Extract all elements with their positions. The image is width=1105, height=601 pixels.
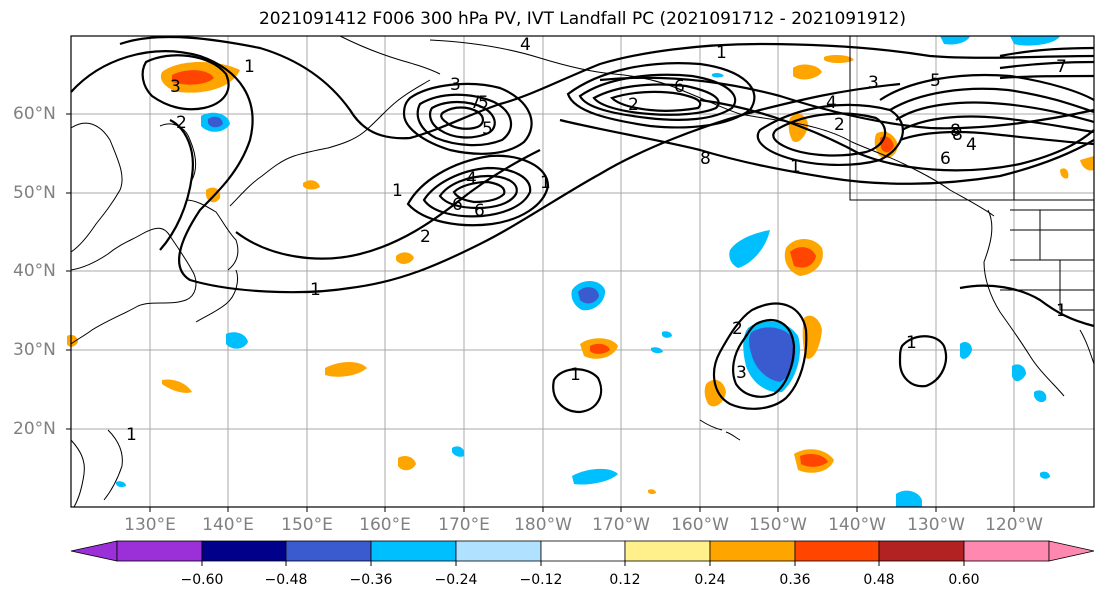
- contour-label-group: 1 1 2 3 4 5 6 7 8 1 2 3 4 5 6 1 2 3 4 5 …: [126, 35, 1067, 445]
- contour-label: 1: [540, 173, 551, 193]
- anomaly-fills: [67, 36, 1094, 507]
- contour-label: 3: [170, 77, 181, 97]
- colorbar-label: −0.36: [349, 572, 393, 588]
- contour-label: 8: [700, 149, 711, 169]
- lon-label: 130°E: [124, 515, 176, 535]
- contour-label: 4: [520, 35, 531, 55]
- contour-label: 5: [930, 71, 941, 91]
- colorbar-extend-max: [1048, 540, 1095, 562]
- axis-ticks: [66, 113, 1015, 512]
- lon-label: 150°W: [749, 515, 807, 535]
- contour-label: 1: [716, 43, 727, 63]
- lon-label: 120°W: [985, 515, 1043, 535]
- contour-label: 2: [732, 319, 743, 339]
- contour-label: 5: [482, 119, 493, 139]
- colorbar-extend-min: [70, 540, 118, 562]
- contour-label: 4: [826, 93, 837, 113]
- contour-label: 6: [940, 149, 951, 169]
- colorbar-label: 0.12: [609, 572, 641, 588]
- colorbar-label: 0.60: [948, 572, 980, 588]
- contour-label: 1: [310, 280, 321, 300]
- contour-label: 7: [1056, 57, 1067, 77]
- contour-label: 4: [466, 169, 477, 189]
- contour-label: 3: [868, 73, 879, 93]
- lat-label: 60°N: [13, 104, 56, 124]
- map-title: 2021091412 F006 300 hPa PV, IVT Landfall…: [258, 9, 906, 29]
- colorbar-label: −0.24: [434, 572, 478, 588]
- colorbar-label: 0.36: [779, 572, 811, 588]
- lon-label: 160°E: [359, 515, 411, 535]
- contour-label: 1: [906, 333, 917, 353]
- colorbar-label: 0.48: [863, 572, 895, 588]
- colorbar-label: −0.60: [180, 572, 224, 588]
- contour-label: 2: [176, 113, 187, 133]
- lat-label: 40°N: [13, 261, 56, 281]
- contour-label: 7: [470, 93, 481, 113]
- contour-label: 2: [628, 95, 639, 115]
- lon-label: 130°W: [907, 515, 965, 535]
- contour-label: 1: [126, 425, 137, 445]
- colorbar-label: −0.12: [519, 572, 563, 588]
- lat-label: 20°N: [13, 419, 56, 439]
- contour-label: 3: [450, 75, 461, 95]
- contour-label: 2: [834, 115, 845, 135]
- lon-label: 140°E: [202, 515, 254, 535]
- lon-label: 160°W: [671, 515, 729, 535]
- lon-label: 150°E: [281, 515, 333, 535]
- contour-label: 5: [478, 93, 489, 113]
- contour-label: 2: [420, 227, 431, 247]
- contour-label: 1: [570, 365, 581, 385]
- colorbar-label: −0.48: [264, 572, 308, 588]
- contour-label: 6: [452, 195, 463, 215]
- contour-label: 1: [392, 181, 403, 201]
- lat-label: 30°N: [13, 340, 56, 360]
- graticule: [71, 36, 1094, 507]
- contour-label: 8: [952, 125, 963, 145]
- contour-label: 1: [790, 157, 801, 177]
- lon-label: 170°E: [438, 515, 490, 535]
- contour-label: 4: [966, 135, 977, 155]
- contour-label: 1: [244, 57, 255, 77]
- contour-label: 6: [674, 77, 685, 97]
- contour-label: 3: [736, 363, 747, 383]
- colorbar: [70, 540, 1095, 566]
- lon-label: 170°W: [592, 515, 650, 535]
- pv-contours: [70, 35, 1095, 414]
- contour-label: 6: [474, 201, 485, 221]
- lon-label: 140°W: [828, 515, 886, 535]
- contour-label: 8: [950, 121, 961, 141]
- lat-label: 50°N: [13, 183, 56, 203]
- lon-label: 180°W: [514, 515, 572, 535]
- contour-label: 1: [1056, 301, 1067, 321]
- colorbar-label: 0.24: [694, 572, 726, 588]
